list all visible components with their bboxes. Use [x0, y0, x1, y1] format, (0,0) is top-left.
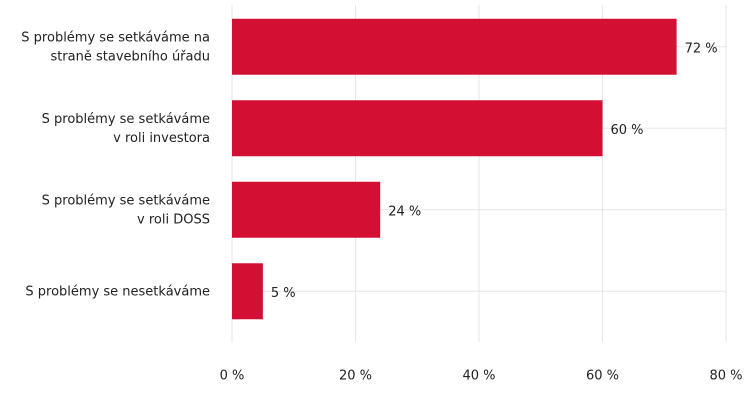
value-label: 60 %: [611, 123, 644, 138]
x-tick-label: 0 %: [220, 369, 245, 384]
value-label: 5 %: [271, 286, 296, 301]
y-tick-label-line: S problémy se setkáváme na: [21, 30, 210, 45]
x-tick-label: 40 %: [462, 369, 495, 384]
value-label: 72 %: [685, 41, 718, 56]
y-tick-label: S problémy se setkáváme v roli investora: [42, 111, 210, 145]
bar: [232, 100, 603, 157]
y-tick-label-line: S problémy se setkáváme: [42, 111, 210, 126]
y-tick-label-line: S problémy se setkáváme: [42, 193, 210, 208]
bar: [232, 263, 263, 320]
bar: [232, 181, 381, 238]
y-tick-label-line: v roli investora: [113, 130, 210, 145]
x-tick-label: 20 %: [339, 369, 372, 384]
y-tick-label: S problémy se nesetkáváme: [25, 284, 210, 299]
y-tick-label: S problémy se setkáváme na straně stavebn…: [21, 30, 210, 64]
y-tick-label-line: straně stavebního úřadu: [50, 49, 210, 64]
bar: [232, 18, 677, 75]
x-tick-label: 80 %: [709, 369, 742, 384]
y-tick-label: S problémy se setkáváme v roli DOSS: [42, 193, 210, 227]
y-tick-label-line: S problémy se nesetkáváme: [25, 284, 210, 299]
value-label: 24 %: [388, 204, 421, 219]
y-tick-label-line: v roli DOSS: [137, 212, 210, 227]
x-tick-label: 60 %: [586, 369, 619, 384]
